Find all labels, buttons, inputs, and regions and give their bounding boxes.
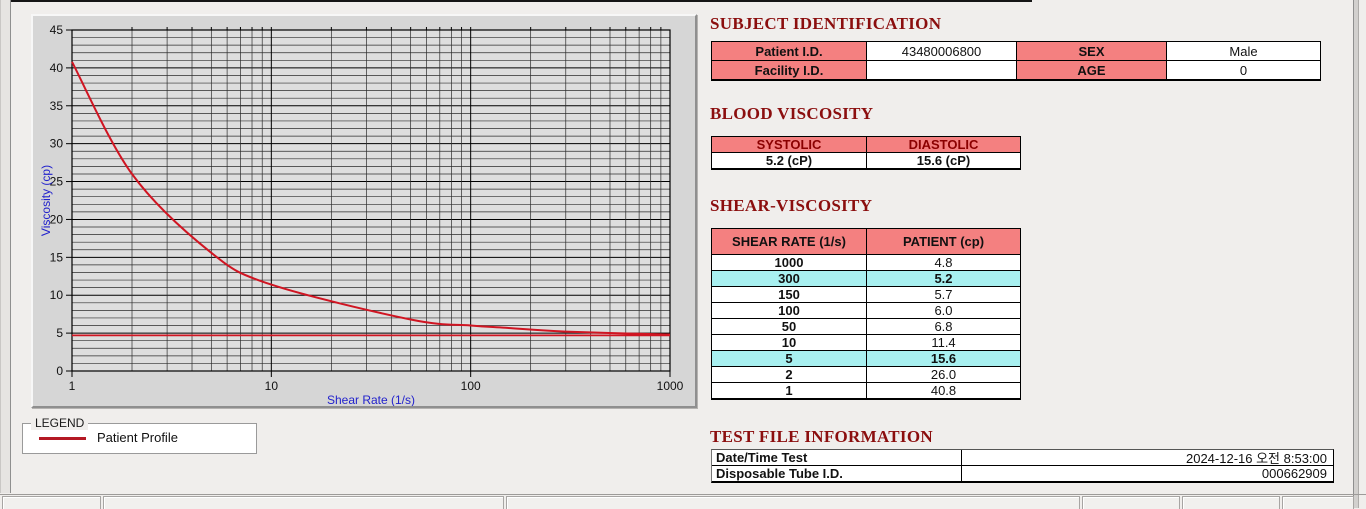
background-window-fragment [506,496,1080,509]
svg-text:20: 20 [50,212,64,226]
shear-rate-cell: 100 [712,303,866,318]
shear-rate-cell: 5 [712,351,866,366]
svg-text:40: 40 [50,61,64,75]
viscosity-chart-panel: 0 5 10 15 20 25 30 35 40 45 1 10 100 1000 Shear Rate (… [31,14,697,408]
svg-text:10: 10 [50,288,64,302]
patient-cp-cell: 5.2 [867,271,1020,286]
subject-identification-title: SUBJECT IDENTIFICATION [710,14,942,33]
patient-id-value: 43480006800 [867,42,1016,60]
background-window-fragment [2,496,101,509]
date-time-test-label: Date/Time Test [712,450,961,465]
shear-rate-header: SHEAR RATE (1/s) [712,229,866,254]
viscosity-chart: 0 5 10 15 20 25 30 35 40 45 1 10 100 1000 Shear Rate (… [33,16,695,406]
shear-rate-cell: 300 [712,271,866,286]
svg-text:1000: 1000 [657,379,684,393]
legend-line-swatch [39,437,86,440]
svg-text:Viscosity (cp): Viscosity (cp) [39,165,53,236]
svg-text:5: 5 [56,326,63,340]
sex-label: SEX [1017,42,1166,60]
legend-box: LEGEND Patient Profile [22,416,257,454]
sex-value: Male [1167,42,1320,60]
patient-cp-cell: 26.0 [867,367,1020,382]
patient-cp-cell: 15.6 [867,351,1020,366]
background-window-fragment [1282,496,1354,509]
shear-rate-cell: 10 [712,335,866,350]
patient-cp-cell: 4.8 [867,255,1020,270]
test-file-information-table: Date/Time Test 2024-12-16 오전 8:53:00 Dis… [711,449,1334,483]
svg-text:30: 30 [50,137,64,151]
shear-rate-cell: 2 [712,367,866,382]
disposable-tube-id-value: 000662909 [962,466,1333,481]
diastolic-value: 15.6 (cP) [867,153,1020,168]
facility-id-value [867,61,1016,79]
legend-caption: LEGEND [31,416,89,430]
shear-viscosity-table: SHEAR RATE (1/s) PATIENT (cp) 1000 4.8 300… [711,228,1021,400]
patient-cp-cell: 5.7 [867,287,1020,302]
blood-viscosity-table: SYSTOLIC DIASTOLIC 5.2 (cP) 15.6 (cP) [711,136,1021,170]
window-right-edge [1353,0,1359,508]
test-file-information-title: TEST FILE INFORMATION [710,427,933,446]
patient-id-label: Patient I.D. [712,42,866,60]
shear-rate-cell: 50 [712,319,866,334]
svg-text:10: 10 [265,379,279,393]
svg-text:45: 45 [50,23,64,37]
viscosity-chart-svg: 0 5 10 15 20 25 30 35 40 45 1 10 100 1000 Shear Rate (… [39,23,684,406]
window-left-edge [0,0,11,493]
patient-cp-cell: 11.4 [867,335,1020,350]
svg-text:1: 1 [69,379,76,393]
svg-text:15: 15 [50,250,64,264]
svg-text:25: 25 [50,175,64,189]
svg-text:100: 100 [461,379,481,393]
disposable-tube-id-label: Disposable Tube I.D. [712,466,961,481]
systolic-value: 5.2 (cP) [712,153,866,168]
shear-rate-cell: 1000 [712,255,866,270]
svg-text:35: 35 [50,99,64,113]
facility-id-label: Facility I.D. [712,61,866,79]
age-value: 0 [1167,61,1320,79]
background-window-fragment [1082,496,1180,509]
patient-cp-cell: 40.8 [867,383,1020,398]
background-window-fragment [1182,496,1280,509]
age-label: AGE [1017,61,1166,79]
patient-cp-cell: 6.0 [867,303,1020,318]
shear-rate-cell: 1 [712,383,866,398]
svg-text:Shear Rate (1/s): Shear Rate (1/s) [327,393,415,406]
background-window-divider [0,494,1366,495]
window-top-border [0,0,1032,2]
patient-cp-header: PATIENT (cp) [867,229,1020,254]
subject-identification-table: Patient I.D. 43480006800 SEX Male Facili… [711,41,1321,81]
shear-rate-cell: 150 [712,287,866,302]
date-time-test-value: 2024-12-16 오전 8:53:00 [962,450,1333,465]
legend-series-label: Patient Profile [97,430,178,445]
diastolic-header: DIASTOLIC [867,137,1020,152]
svg-text:0: 0 [56,364,63,378]
blood-viscosity-title: BLOOD VISCOSITY [710,104,874,123]
background-window-fragment [103,496,504,509]
shear-viscosity-title: SHEAR-VISCOSITY [710,196,873,215]
patient-cp-cell: 6.8 [867,319,1020,334]
systolic-header: SYSTOLIC [712,137,866,152]
